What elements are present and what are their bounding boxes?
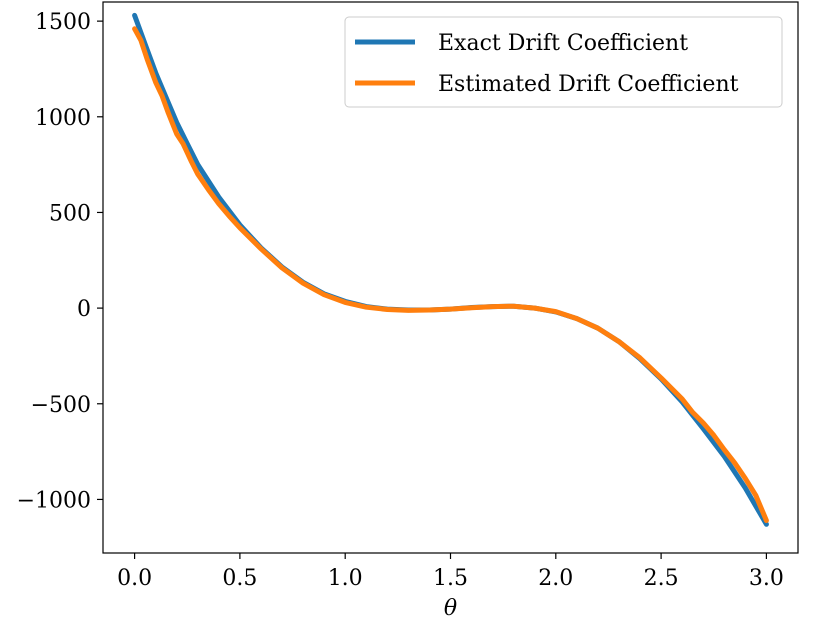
axis-ticks: 0.0 0.5 1.0 1.5 2.0 2.5 3.0 1500 1000 500 0 −500 −10… xyxy=(17,10,784,591)
y-tick-label: −1000 xyxy=(17,488,91,513)
x-axis-label: θ xyxy=(444,596,457,621)
y-tick-label: −500 xyxy=(31,393,91,418)
legend-label-exact: Exact Drift Coefficient xyxy=(438,31,688,56)
x-tick-label: 1.0 xyxy=(328,566,363,591)
y-tick-label: 500 xyxy=(49,201,91,226)
x-tick-label: 2.0 xyxy=(538,566,573,591)
legend: Exact Drift Coefficient Estimated Drift … xyxy=(344,16,783,108)
x-tick-label: 1.5 xyxy=(433,566,468,591)
legend-label-estimated: Estimated Drift Coefficient xyxy=(438,72,739,97)
legend-box xyxy=(344,16,783,108)
x-tick-label: 0.5 xyxy=(222,566,257,591)
x-tick-label: 3.0 xyxy=(749,566,784,591)
y-tick-label: 1500 xyxy=(35,10,91,35)
y-tick-label: 1000 xyxy=(35,106,91,131)
series-lines xyxy=(132,12,769,527)
series-line-1 xyxy=(132,26,769,523)
y-tick-label: 0 xyxy=(77,297,91,322)
x-tick-label: 2.5 xyxy=(644,566,679,591)
x-tick-label: 0.0 xyxy=(117,566,152,591)
